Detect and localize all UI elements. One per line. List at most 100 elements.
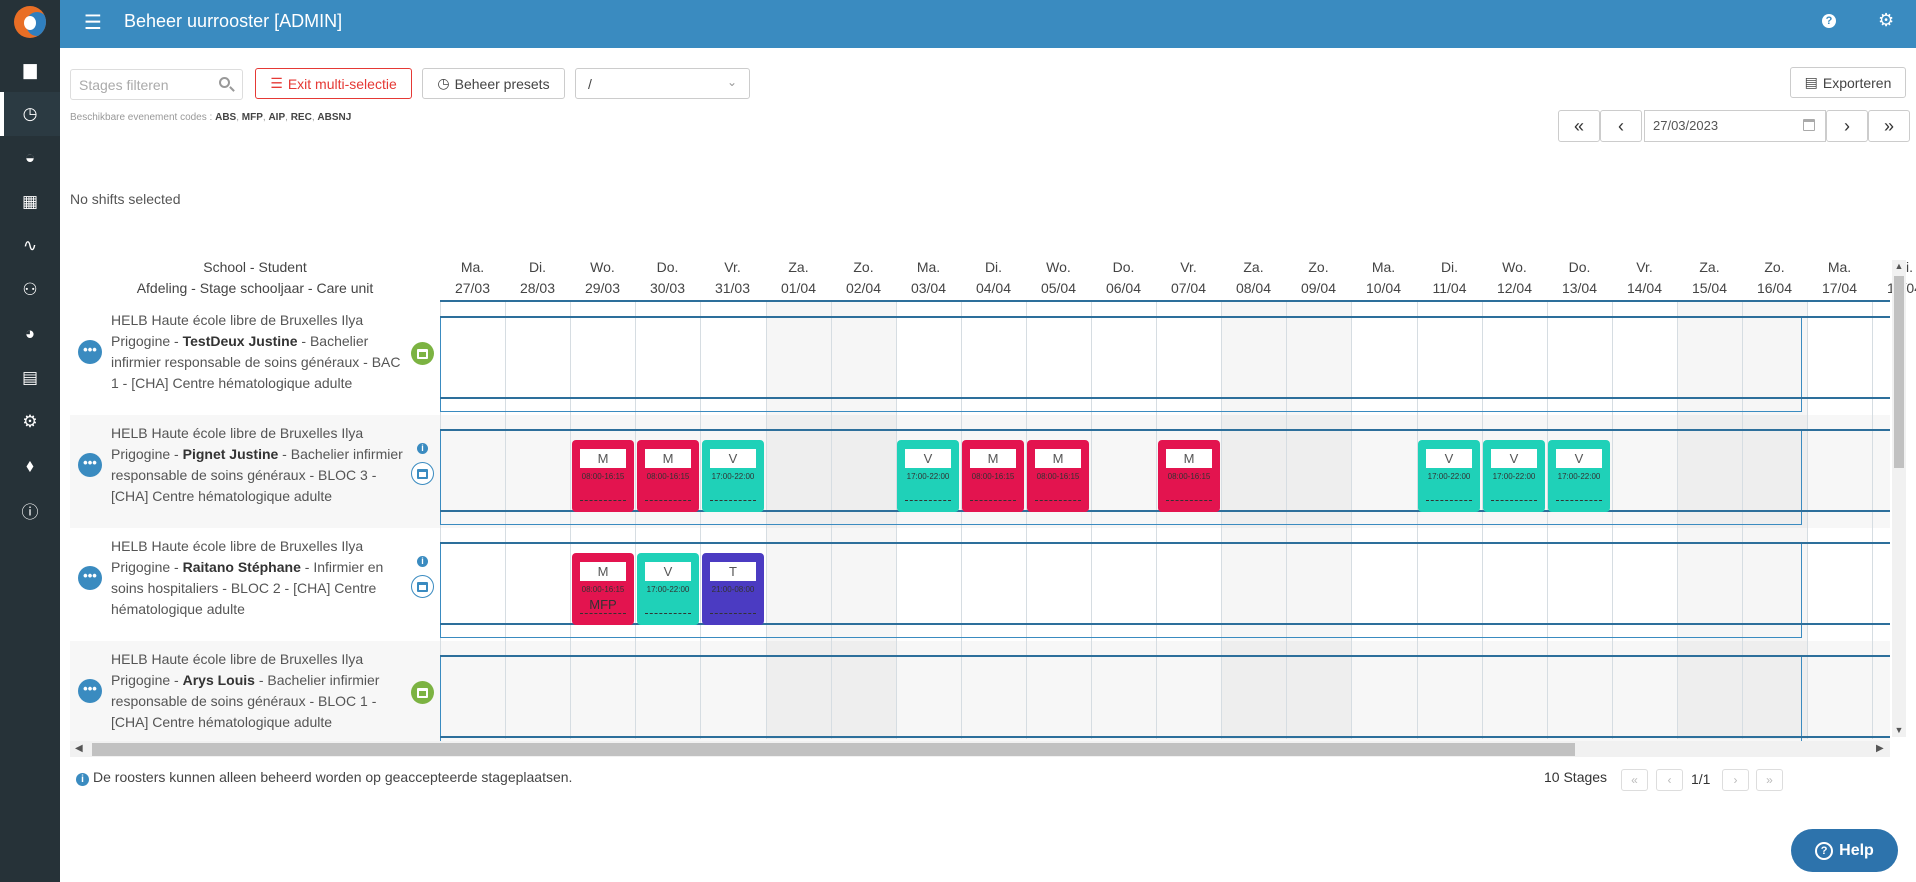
shift-notes-line bbox=[710, 500, 756, 501]
help-button[interactable]: ? Help bbox=[1791, 829, 1898, 872]
shift-block[interactable]: V 17:00-22:00 bbox=[637, 553, 699, 625]
row-actions-button[interactable]: ••• bbox=[78, 453, 102, 477]
sidebar-item-clock[interactable]: ◷ bbox=[0, 92, 60, 136]
next-week-button[interactable]: › bbox=[1826, 110, 1868, 142]
shift-block[interactable]: M 08:00-16:15 bbox=[1027, 440, 1089, 512]
day-date: 05/04 bbox=[1040, 280, 1077, 296]
info-icon[interactable]: i bbox=[417, 556, 428, 567]
first-week-button[interactable]: « bbox=[1558, 110, 1600, 142]
day-date: 13/04 bbox=[1561, 280, 1598, 296]
previous-week-button[interactable]: ‹ bbox=[1600, 110, 1642, 142]
day-name: Vr. bbox=[1180, 259, 1197, 275]
info-icon[interactable]: i bbox=[417, 443, 428, 454]
scroll-left-arrow[interactable]: ◀ bbox=[75, 743, 83, 754]
sidebar-item-id-badge[interactable]: ▤ bbox=[0, 356, 60, 400]
shift-block[interactable]: M 08:00-16:15 MFP bbox=[572, 553, 634, 625]
day-separator bbox=[1872, 302, 1873, 739]
pagination-last-button[interactable]: » bbox=[1756, 769, 1783, 791]
shift-block[interactable]: V 17:00-22:00 bbox=[1483, 440, 1545, 512]
shift-code: M bbox=[1166, 449, 1212, 468]
shift-notes-line bbox=[645, 613, 691, 614]
search-icon[interactable] bbox=[219, 77, 230, 88]
menu-icon[interactable]: ☰ bbox=[84, 12, 102, 34]
shift-time: 08:00-16:15 bbox=[581, 585, 625, 594]
event-code: ABSNJ bbox=[317, 112, 352, 123]
day-date: 30/03 bbox=[649, 280, 686, 296]
day-date: 01/04 bbox=[780, 280, 817, 296]
shift-block[interactable]: V 17:00-22:00 bbox=[897, 440, 959, 512]
shift-block[interactable]: M 08:00-16:15 bbox=[637, 440, 699, 512]
shift-block[interactable]: M 08:00-16:15 bbox=[1158, 440, 1220, 512]
sidebar-item-calendar[interactable]: ▆ bbox=[0, 48, 60, 92]
info-icon: ⓘ bbox=[21, 502, 39, 522]
sidebar-item-user-graduate[interactable]: ◒ bbox=[0, 136, 60, 180]
help-icon[interactable]: ? bbox=[1822, 14, 1836, 28]
settings-gear-icon[interactable]: ⚙ bbox=[1878, 10, 1895, 30]
question-circle-icon: ? bbox=[1815, 841, 1834, 860]
last-week-button[interactable]: » bbox=[1868, 110, 1910, 142]
shift-block[interactable]: T 21:00-08:00 bbox=[702, 553, 764, 625]
calendar-check-icon[interactable] bbox=[411, 342, 434, 365]
day-header: Ma. 03/04 bbox=[896, 257, 961, 299]
shift-time: 21:00-08:00 bbox=[711, 585, 755, 594]
preset-select[interactable]: / ⌄ bbox=[575, 68, 750, 99]
day-separator bbox=[505, 302, 506, 739]
sidebar-item-cogs[interactable]: ⚙ bbox=[0, 400, 60, 444]
export-button[interactable]: ▤ Exporteren bbox=[1790, 67, 1906, 98]
day-name: Ma. bbox=[1371, 259, 1396, 275]
calendar-check-icon[interactable] bbox=[411, 575, 434, 598]
day-date: 16/04 bbox=[1756, 280, 1793, 296]
sidebar-item-stethoscope[interactable]: ∿ bbox=[0, 224, 60, 268]
student-name: Pignet Justine bbox=[182, 446, 279, 462]
pagination-prev-button[interactable]: ‹ bbox=[1656, 769, 1683, 791]
exit-multi-select-button[interactable]: ☰ Exit multi-selectie bbox=[255, 68, 412, 99]
row-actions-button[interactable]: ••• bbox=[78, 566, 102, 590]
sidebar-item-info[interactable]: ⓘ bbox=[0, 488, 60, 532]
day-name: Za. bbox=[1243, 259, 1264, 275]
day-date: 17/04 bbox=[1821, 280, 1858, 296]
event-codes-list: ABS, MFP, AIP, REC, ABSNJ bbox=[215, 112, 352, 123]
calendar-check-icon[interactable] bbox=[411, 681, 434, 704]
top-bar: ☰ Beheer uurrooster [ADMIN] ? ⚙ bbox=[60, 0, 1916, 48]
shift-time: 08:00-16:15 bbox=[1036, 472, 1080, 481]
calendar-icon[interactable] bbox=[1803, 119, 1815, 131]
stages-filter-input[interactable] bbox=[79, 77, 209, 93]
day-date: 14/04 bbox=[1626, 280, 1663, 296]
shift-block[interactable]: V 17:00-22:00 bbox=[1548, 440, 1610, 512]
vertical-scrollbar-thumb[interactable] bbox=[1894, 276, 1904, 468]
app-logo[interactable] bbox=[14, 6, 46, 38]
sidebar-item-pie-chart[interactable]: ◕ bbox=[0, 312, 60, 356]
day-separator bbox=[1547, 302, 1548, 739]
shift-notes-line bbox=[1035, 500, 1081, 501]
shift-block[interactable]: V 17:00-22:00 bbox=[702, 440, 764, 512]
scroll-down-arrow[interactable]: ▼ bbox=[1894, 725, 1904, 735]
row-actions-button[interactable]: ••• bbox=[78, 340, 102, 364]
day-name: Vr. bbox=[724, 259, 741, 275]
shift-block[interactable]: M 08:00-16:15 bbox=[572, 440, 634, 512]
day-header: Za. 08/04 bbox=[1221, 257, 1286, 299]
stethoscope-icon: ∿ bbox=[22, 236, 38, 255]
sidebar-item-users[interactable]: ⚇ bbox=[0, 268, 60, 312]
row-divider bbox=[440, 623, 1890, 625]
day-name: Zo. bbox=[853, 259, 874, 275]
sidebar-item-tags[interactable]: ⬧ bbox=[0, 444, 60, 488]
scroll-right-arrow[interactable]: ▶ bbox=[1876, 743, 1884, 754]
day-separator bbox=[570, 302, 571, 739]
horizontal-scrollbar-thumb[interactable] bbox=[92, 743, 1575, 756]
pagination-next-button[interactable]: › bbox=[1722, 769, 1749, 791]
scroll-up-arrow[interactable]: ▲ bbox=[1894, 261, 1904, 271]
stages-filter-field[interactable] bbox=[70, 69, 243, 100]
manage-presets-button[interactable]: ◷ Beheer presets bbox=[422, 68, 565, 99]
shift-time: 08:00-16:15 bbox=[1167, 472, 1211, 481]
info-icon: i bbox=[76, 773, 89, 786]
sidebar-item-hospital[interactable]: ▦ bbox=[0, 180, 60, 224]
row-actions-button[interactable]: ••• bbox=[78, 679, 102, 703]
day-header: Za. 15/04 bbox=[1677, 257, 1742, 299]
calendar-check-icon[interactable] bbox=[411, 462, 434, 485]
shift-block[interactable]: V 17:00-22:00 bbox=[1418, 440, 1480, 512]
date-picker-input[interactable]: 27/03/2023 bbox=[1644, 110, 1826, 142]
shift-block[interactable]: M 08:00-16:15 bbox=[962, 440, 1024, 512]
day-separator bbox=[1091, 302, 1092, 739]
pagination-first-button[interactable]: « bbox=[1621, 769, 1648, 791]
header-department: Afdeling - Stage schooljaar - Care unit bbox=[136, 280, 374, 296]
